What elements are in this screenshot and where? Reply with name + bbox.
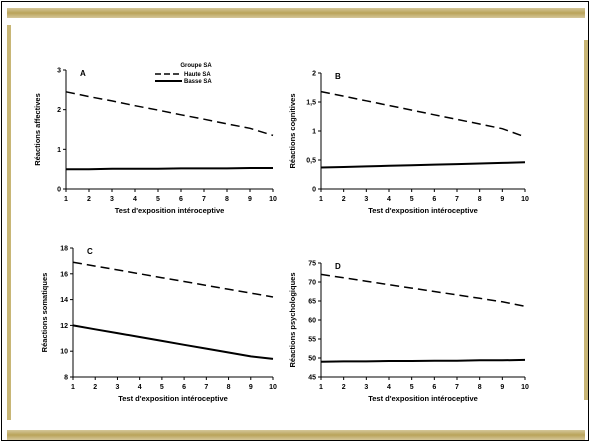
x-axis-label-c: Test d'exposition intéroceptive	[118, 394, 228, 403]
y-tick-label-c: 8	[64, 375, 68, 382]
x-tick-label-a: 8	[225, 196, 229, 203]
chart-b: 0 0,5 1 1,5 2 1 2 3 4 5 6 7 8 9 10 Test d'exposition in…	[288, 71, 529, 216]
x-tick-label-a: 3	[110, 196, 114, 203]
x-tick-label-a: 5	[156, 196, 160, 203]
x-tick-label-a: 4	[133, 196, 137, 203]
x-tick-label-d: 9	[500, 384, 504, 391]
x-tick-label-b: 5	[410, 196, 414, 203]
x-tick-label-b: 8	[478, 196, 482, 203]
y-tick-label-c: 16	[60, 271, 68, 278]
x-tick-label-a: 6	[179, 196, 183, 203]
x-tick-label-d: 2	[342, 384, 346, 391]
y-tick-label-b: 1	[312, 129, 316, 136]
series-line-basse-sa-d	[320, 358, 526, 363]
y-tick-label-c: 12	[60, 323, 68, 330]
x-tick-label-c: 3	[115, 384, 119, 391]
y-axis-label-a: Réactions affectives	[33, 93, 42, 166]
bottom-accent-bar	[7, 430, 585, 440]
y-tick-label-a: 1	[57, 147, 61, 154]
x-tick-label-b: 2	[342, 196, 346, 203]
y-tick-label-c: 18	[60, 246, 68, 253]
series-line-haute-sa-c	[72, 261, 274, 298]
x-tick-label-b: 10	[521, 196, 529, 203]
series-line-haute-sa-b	[320, 90, 526, 138]
y-tick-label-b: 2	[312, 71, 316, 78]
top-accent-bar	[7, 8, 585, 18]
y-tick-label-c: 14	[60, 297, 68, 304]
x-tick-label-d: 7	[455, 384, 459, 391]
y-tick-label-a: 2	[57, 107, 61, 114]
panel-letter-b: B	[335, 72, 341, 81]
x-tick-label-d: 8	[478, 384, 482, 391]
panel-letter-a: A	[80, 69, 86, 78]
x-tick-label-a: 7	[202, 196, 206, 203]
series-line-basse-sa-c	[72, 324, 274, 360]
y-tick-label-d: 50	[308, 356, 316, 363]
x-tick-label-c: 5	[160, 384, 164, 391]
right-accent-bar	[584, 40, 588, 400]
y-tick-label-d: 75	[308, 261, 316, 268]
y-tick-label-d: 65	[308, 299, 316, 306]
x-tick-label-a: 2	[87, 196, 91, 203]
x-tick-label-c: 6	[182, 384, 186, 391]
legend: Groupe SA Haute SA Basse SA	[155, 63, 212, 85]
y-tick-label-a: 0	[57, 187, 61, 194]
x-tick-label-b: 4	[387, 196, 391, 203]
x-tick-label-d: 6	[432, 384, 436, 391]
x-tick-label-b: 1	[319, 196, 323, 203]
series-line-basse-sa-b	[320, 161, 526, 169]
y-tick-label-b: 0	[312, 187, 316, 194]
x-tick-label-d: 5	[410, 384, 414, 391]
x-tick-label-c: 10	[269, 384, 277, 391]
panel-letter-c: C	[87, 247, 93, 256]
y-axis-label-c: Réactions somatiques	[40, 273, 49, 353]
x-tick-label-d: 3	[364, 384, 368, 391]
x-tick-label-d: 10	[521, 384, 529, 391]
y-tick-label-d: 55	[308, 337, 316, 344]
y-tick-label-b: 0,5	[306, 158, 316, 165]
series-line-haute-sa-a	[65, 91, 274, 137]
x-tick-label-d: 4	[387, 384, 391, 391]
legend-label-haute: Haute SA	[184, 72, 211, 78]
x-axis-label-d: Test d'exposition intéroceptive	[368, 394, 478, 403]
series-line-haute-sa-d	[320, 273, 526, 308]
x-tick-label-b: 7	[455, 196, 459, 203]
y-tick-label-d: 60	[308, 318, 316, 325]
legend-title: Groupe SA	[180, 63, 212, 69]
legend-label-basse: Basse SA	[184, 79, 212, 85]
y-axis-label-d: Réactions psychologiques	[288, 272, 297, 367]
x-axis-label-b: Test d'exposition intéroceptive	[368, 206, 478, 215]
left-accent-bar	[7, 25, 11, 420]
x-tick-label-d: 1	[319, 384, 323, 391]
x-tick-label-c: 7	[204, 384, 208, 391]
series-line-basse-sa-a	[66, 167, 273, 171]
x-tick-label-c: 8	[227, 384, 231, 391]
y-tick-label-d: 45	[308, 375, 316, 382]
y-tick-label-c: 10	[60, 349, 68, 356]
panel-letter-d: D	[335, 262, 341, 271]
x-tick-label-a: 9	[248, 196, 252, 203]
y-axis-label-b: Réactions cognitives	[288, 93, 297, 168]
x-tick-label-a: 10	[269, 196, 277, 203]
x-axis-label-a: Test d'exposition intéroceptive	[115, 206, 225, 215]
x-tick-label-c: 1	[71, 384, 75, 391]
x-tick-label-b: 3	[364, 196, 368, 203]
x-tick-label-b: 6	[432, 196, 436, 203]
x-tick-label-a: 1	[64, 196, 68, 203]
y-tick-label-b: 1,5	[306, 100, 316, 107]
x-tick-label-c: 2	[93, 384, 97, 391]
y-tick-label-d: 70	[308, 280, 316, 287]
y-tick-label-a: 3	[57, 68, 61, 75]
x-tick-label-c: 9	[249, 384, 253, 391]
x-tick-label-b: 9	[500, 196, 504, 203]
x-tick-label-c: 4	[138, 384, 142, 391]
